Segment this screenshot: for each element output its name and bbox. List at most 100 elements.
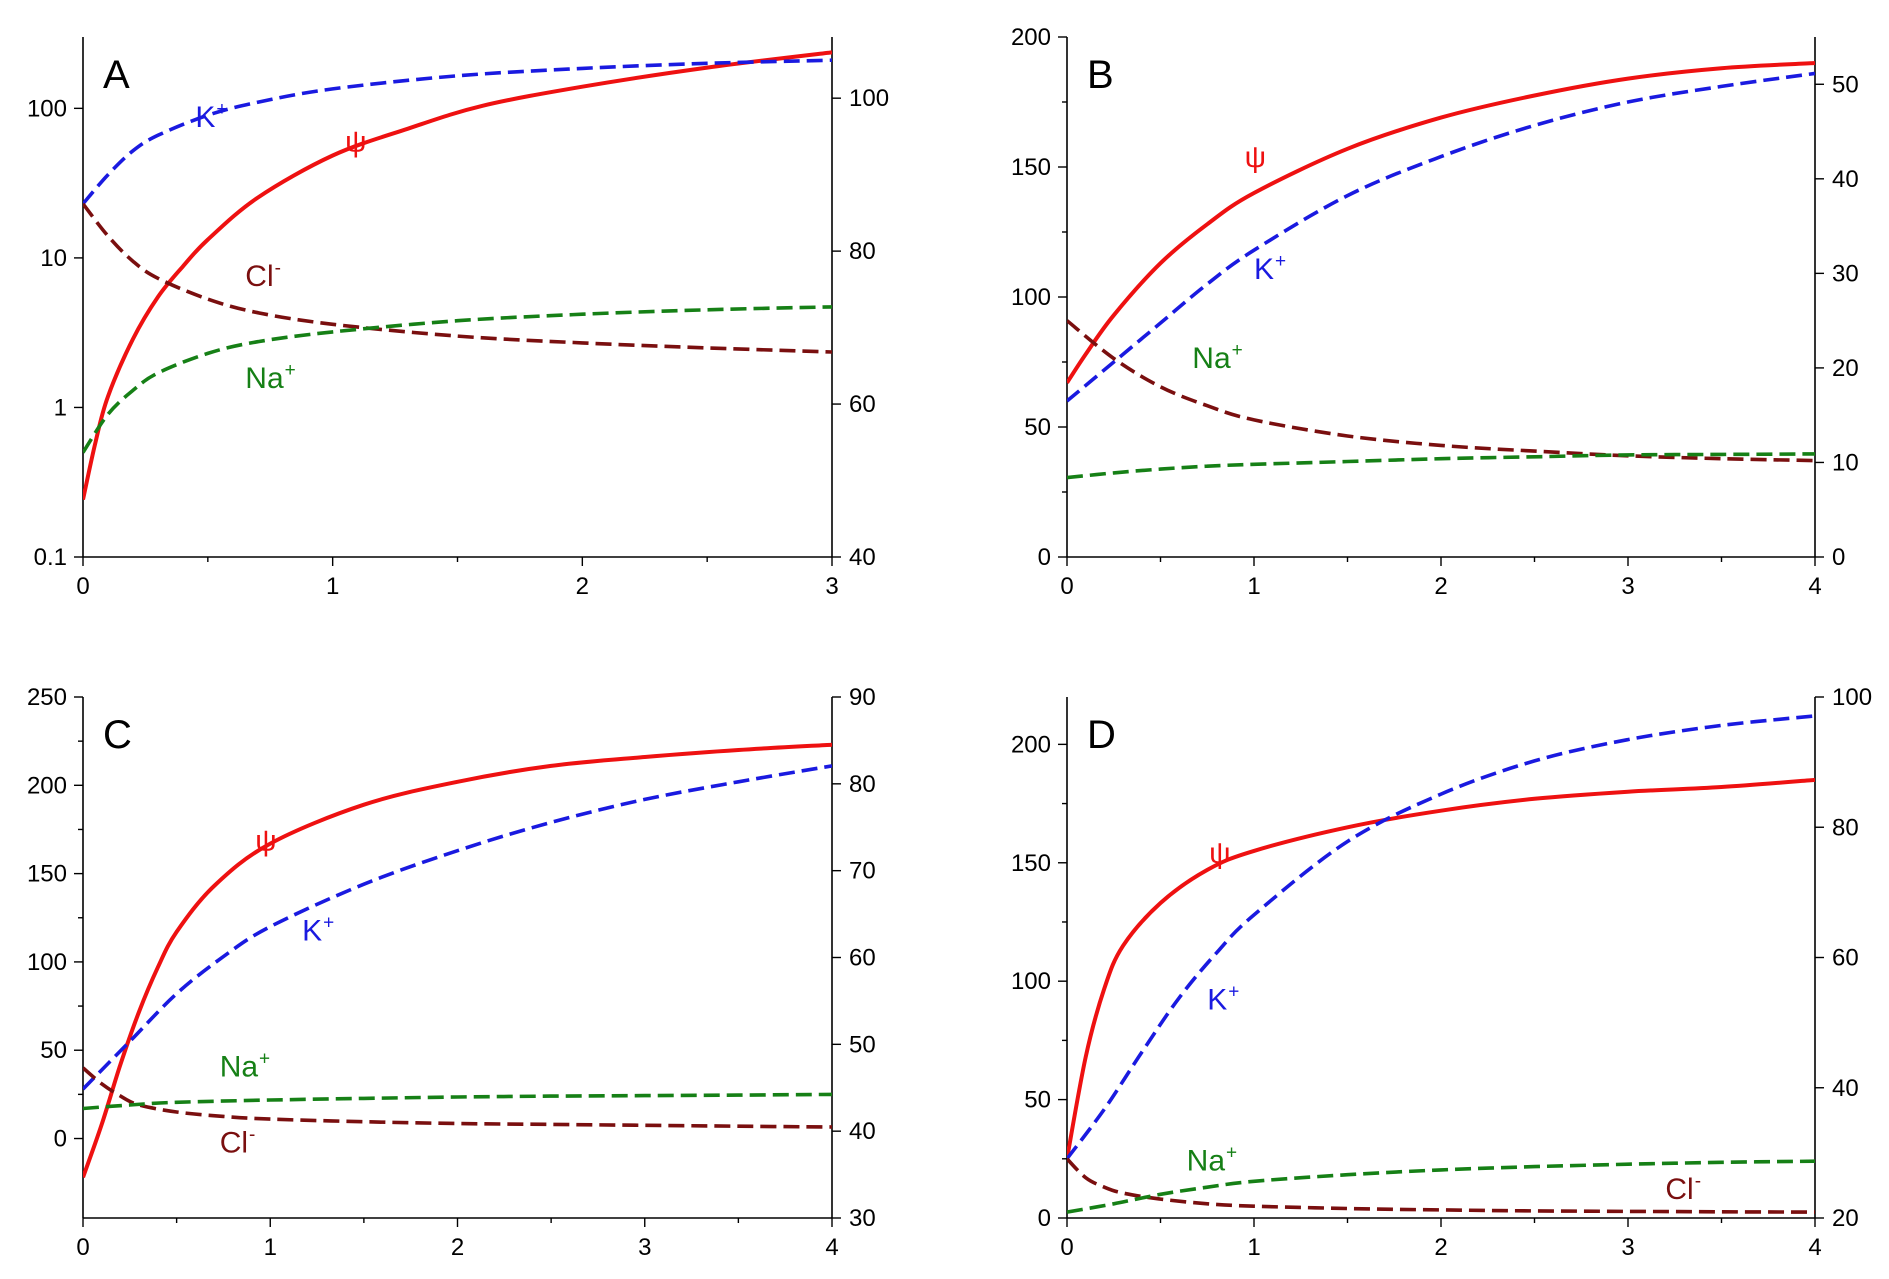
left-y-tick-label: 200 [27,772,67,799]
x-tick-label: 3 [1621,1234,1634,1261]
right-y-tick-label: 40 [1832,1075,1859,1102]
panel-letter: A [103,53,130,97]
x-tick-label: 0 [76,573,89,600]
x-tick-label: 4 [1808,573,1821,600]
x-tick-label: 2 [576,573,589,600]
left-y-tick-label: 100 [1011,284,1051,311]
series-psi-line [83,742,832,1179]
panel-c: 0 1 2 3 405010015020025030405060708090CψK+Na… [27,684,876,1261]
series-label-na: Na+ [1187,1143,1237,1178]
left-y-tick-label: 10 [40,245,67,272]
right-y-tick-label: 100 [849,85,889,112]
series-cl-line [1067,319,1815,463]
left-y-tick-label: 0.1 [34,544,67,571]
right-y-tick-label: 100 [1832,684,1872,711]
series-cl-line [83,202,832,354]
right-y-tick-label: 80 [1832,814,1859,841]
left-y-tick-label: 100 [27,949,67,976]
series-label-cl: Cl- [245,258,281,293]
left-y-tick-label: 150 [1011,154,1051,181]
series-label-psi: ψ [345,126,366,159]
x-tick-label: 1 [326,573,339,600]
right-y-tick-label: 80 [849,771,876,798]
right-y-tick-label: 60 [1832,945,1859,972]
series-cl-line [1067,1157,1815,1214]
series-label-k: K+ [195,99,227,134]
x-tick-label: 1 [264,1234,277,1261]
left-y-tick-label: 250 [27,684,67,711]
series-label-cl: Cl- [1665,1171,1701,1206]
x-tick-label: 3 [1621,573,1634,600]
series-na-line [1067,1159,1815,1214]
right-y-tick-label: 50 [1832,71,1859,98]
right-y-tick-label: 30 [1832,260,1859,287]
series-label-k: K+ [302,913,334,948]
x-tick-label: 1 [1247,573,1260,600]
left-y-tick-label: 200 [1011,24,1051,51]
right-y-tick-label: 60 [849,945,876,972]
x-tick-label: 0 [76,1234,89,1261]
left-y-tick-label: 50 [40,1037,67,1064]
right-y-tick-label: 10 [1832,449,1859,476]
right-y-tick-label: 50 [849,1031,876,1058]
series-label-na: Na+ [245,360,295,395]
x-tick-label: 0 [1060,573,1073,600]
series-psi-line [83,50,832,501]
series-k-line [83,764,832,1091]
series-label-cl: Cl- [220,1125,256,1160]
left-y-tick-label: 150 [1011,850,1051,877]
series-k-line [83,58,832,205]
right-y-tick-label: 70 [849,858,876,885]
panel-a: 0 1 2 3 0.1 1 10 100 40 60 80 100 A K+ ψ Cl- Na+ [27,37,889,600]
right-y-tick-label: 40 [1832,166,1859,193]
series-psi-line [1067,61,1815,384]
series-k-line [1067,71,1815,403]
series-label-na: Na+ [1192,340,1242,375]
left-y-tick-label: 0 [1038,1205,1051,1232]
panel-letter: C [103,713,132,757]
x-tick-label: 2 [1434,1234,1447,1261]
right-y-tick-label: 90 [849,684,876,711]
x-tick-label: 2 [1434,573,1447,600]
left-y-tick-label: 50 [1024,414,1051,441]
left-y-tick-label: 100 [27,95,67,122]
left-y-tick-label: 50 [1024,1087,1051,1114]
x-tick-label: 2 [451,1234,464,1261]
panel-letter: D [1087,713,1116,757]
right-y-tick-label: 0 [1832,544,1845,571]
left-y-tick-label: 200 [1011,731,1051,758]
series-label-psi: ψ [1209,837,1230,870]
series-na-line [83,1092,832,1111]
series-k-line [1067,714,1815,1160]
left-y-tick-label: 0 [54,1126,67,1153]
series-label-k: K+ [1207,982,1239,1017]
right-y-tick-label: 80 [849,238,876,265]
series-label-k: K+ [1254,251,1286,286]
right-y-tick-label: 30 [849,1205,876,1232]
right-y-tick-label: 20 [1832,355,1859,382]
series-cl-line [83,1066,832,1129]
left-y-tick-label: 1 [54,394,67,421]
x-tick-label: 4 [825,1234,838,1261]
x-tick-label: 3 [638,1234,651,1261]
x-tick-label: 1 [1247,1234,1260,1261]
right-y-tick-label: 20 [1832,1205,1859,1232]
panel-letter: B [1087,53,1114,97]
x-tick-label: 0 [1060,1234,1073,1261]
x-tick-label: 3 [825,573,838,600]
right-y-tick-label: 40 [849,1118,876,1145]
left-y-tick-label: 0 [1038,544,1051,571]
left-y-tick-label: 100 [1011,968,1051,995]
right-y-tick-label: 60 [849,391,876,418]
series-psi-line [1067,777,1815,1160]
series-na-line [83,305,832,454]
series-label-psi: ψ [255,825,276,858]
series-na-line [1067,452,1815,480]
right-y-tick-label: 40 [849,544,876,571]
series-label-psi: ψ [1245,141,1266,174]
left-y-tick-label: 150 [27,861,67,888]
x-tick-label: 4 [1808,1234,1821,1261]
